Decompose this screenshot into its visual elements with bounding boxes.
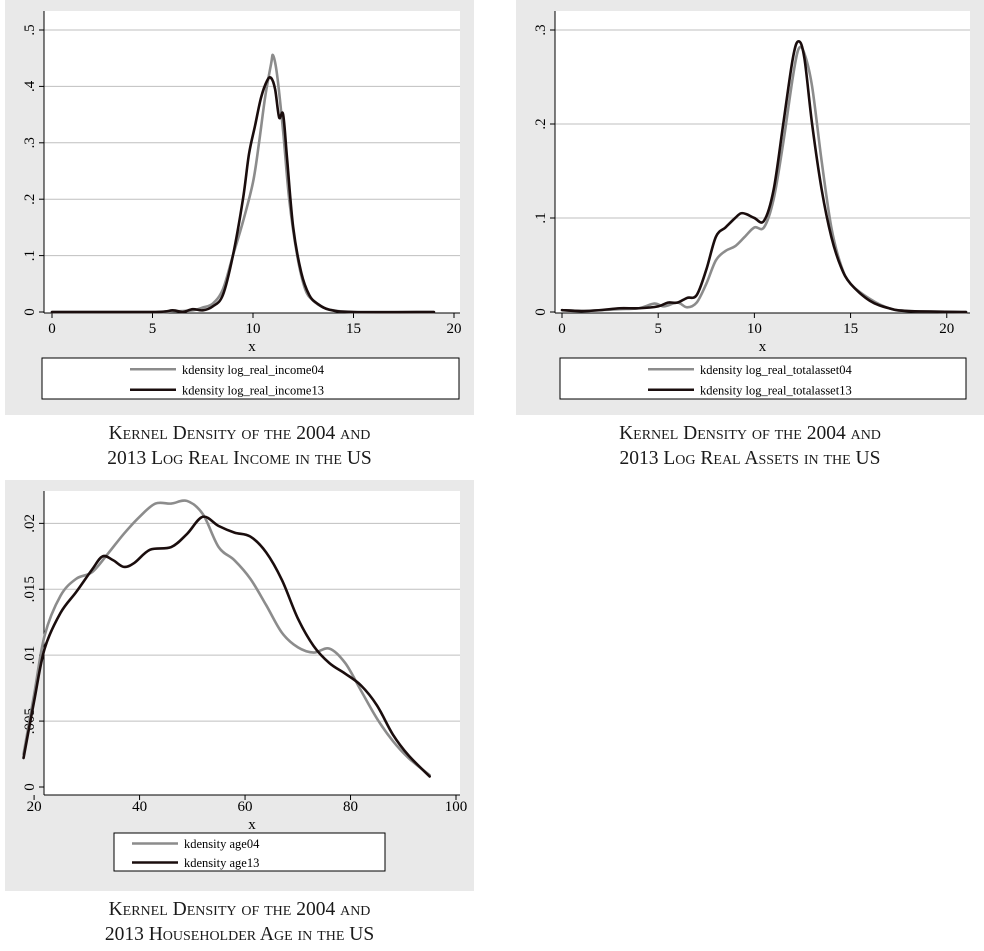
y-tick-label: .02 <box>22 514 38 533</box>
caption-assets: Kernel Density of the 2004 and 2013 Log … <box>516 421 984 471</box>
x-tick-label: 0 <box>48 321 56 337</box>
y-tick-label: .3 <box>22 137 38 148</box>
x-tick-label: 10 <box>747 321 762 337</box>
y-tick-label: .4 <box>22 80 38 92</box>
y-tick-label: 0 <box>22 308 38 316</box>
series-line-1 <box>50 76 436 314</box>
legend-box <box>113 832 386 872</box>
chart-panel-age: 0.005.01.015.02 20 40 60 80 100 x kdensity age0… <box>5 480 474 891</box>
caption-assets-line2: 2013 Log Real Assets in the US <box>619 448 881 469</box>
x-tick-label: 15 <box>346 321 361 337</box>
x-tick-label: 0 <box>558 321 566 337</box>
caption-income: Kernel Density of the 2004 and 2013 Log … <box>5 421 474 471</box>
x-tick-label: 20 <box>939 321 954 337</box>
legend-box <box>559 357 967 400</box>
caption-age: Kernel Density of the 2004 and 2013 Hous… <box>5 897 474 947</box>
plot-area <box>44 11 460 313</box>
legend-label: kdensity log_real_income04 <box>182 363 325 377</box>
x-tick-label: 20 <box>447 321 462 337</box>
y-tick-label: .3 <box>533 24 549 35</box>
x-tick-label: 40 <box>132 799 147 815</box>
x-axis-title: x <box>248 817 256 833</box>
x-tick-label: 10 <box>246 321 261 337</box>
legend-label: kdensity age04 <box>184 837 260 851</box>
x-axis-title: x <box>248 339 256 355</box>
x-axis-title: x <box>759 339 767 355</box>
y-tick-label: .2 <box>22 194 38 205</box>
chart-panel-income: 0 .1 .2 .3 .4 .5 0 5 10 15 20 x kdensity log_real_in… <box>5 0 474 415</box>
y-tick-label: .01 <box>22 646 38 665</box>
x-tick-label: 15 <box>843 321 858 337</box>
series-line-1 <box>22 515 431 778</box>
y-tick-label: .2 <box>533 118 549 129</box>
legend-label: kdensity log_real_income13 <box>182 383 324 397</box>
caption-assets-line1: Kernel Density of the 2004 and <box>619 423 881 444</box>
caption-age-line2: 2013 Householder Age in the US <box>104 924 375 945</box>
x-tick-label: 20 <box>27 799 42 815</box>
y-tick-label: 0 <box>22 783 38 791</box>
chart-income: 0 .1 .2 .3 .4 .5 0 5 10 15 20 x kdensity log_real_in… <box>5 0 474 415</box>
legend-label: kdensity log_real_totalasset13 <box>700 383 852 397</box>
caption-income-line1: Kernel Density of the 2004 and <box>108 423 371 444</box>
y-tick-label: .015 <box>22 576 38 602</box>
x-tick-label: 80 <box>343 799 358 815</box>
chart-assets: 0 .1 .2 .3 0 5 10 15 20 x kdensity log_real_totala… <box>516 0 984 415</box>
x-tick-label: 60 <box>238 799 253 815</box>
y-tick-label: 0 <box>533 308 549 316</box>
x-tick-label: 100 <box>445 799 468 815</box>
y-tick-label: .1 <box>22 250 38 261</box>
chart-panel-assets: 0 .1 .2 .3 0 5 10 15 20 x kdensity log_real_totala… <box>516 0 984 415</box>
caption-income-line2: 2013 Log Real Income in the US <box>107 448 372 469</box>
plot-area <box>44 491 460 795</box>
legend-label: kdensity age13 <box>184 856 259 870</box>
legend-box <box>41 357 460 400</box>
y-tick-label: .1 <box>533 212 549 223</box>
series-line-1 <box>560 39 968 314</box>
caption-age-line1: Kernel Density of the 2004 and <box>108 899 371 920</box>
x-tick-label: 5 <box>149 321 157 337</box>
x-tick-label: 5 <box>654 321 662 337</box>
plot-area <box>555 11 970 313</box>
legend-label: kdensity log_real_totalasset04 <box>700 363 852 377</box>
y-tick-label: .5 <box>22 24 38 35</box>
